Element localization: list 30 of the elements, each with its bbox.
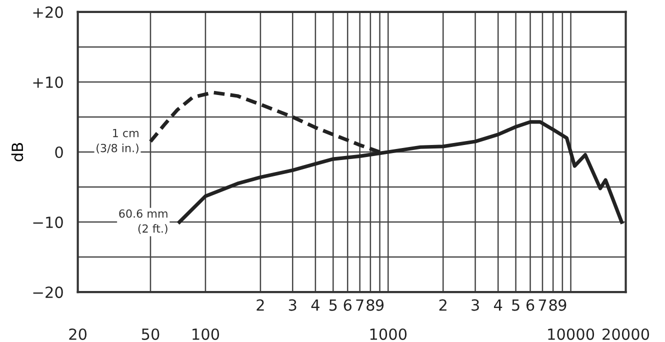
text: 6 <box>344 299 352 311</box>
text: 3 <box>288 299 296 311</box>
text: 4 <box>311 299 320 311</box>
text: 7 <box>538 299 546 311</box>
text: 7 <box>356 299 364 311</box>
y-tick-label: −10 <box>33 216 63 228</box>
text: 2 <box>256 299 264 311</box>
text: 4 <box>494 299 502 311</box>
text: 9 <box>558 299 566 311</box>
text: 3 <box>472 299 479 311</box>
text: 5 <box>512 299 520 311</box>
x-tick-label: 20 <box>69 328 87 340</box>
y-tick-label: +20 <box>33 6 63 18</box>
text: 5 <box>329 299 337 311</box>
x-tick-label: 10000 <box>548 328 594 340</box>
x-tick-label: 20000 <box>602 328 650 340</box>
x-tick-label: 100 <box>192 328 220 340</box>
x-tick-label: 1000 <box>370 328 407 340</box>
y-tick-label: +10 <box>33 76 63 88</box>
text: 9 <box>376 299 384 311</box>
y-tick-label: −20 <box>33 286 63 298</box>
text: 8 <box>549 299 557 311</box>
series-label: 1 cm (3/8 in.) <box>96 128 138 154</box>
text: 6 <box>526 299 534 311</box>
series-label: 60.6 mm (2 ft.) <box>119 209 168 234</box>
text: 8 <box>366 299 374 311</box>
text: 2 <box>439 299 446 311</box>
y-axis-title: dB <box>11 143 24 162</box>
x-tick-label: 50 <box>142 328 160 340</box>
y-tick-label: 0 <box>55 146 63 158</box>
